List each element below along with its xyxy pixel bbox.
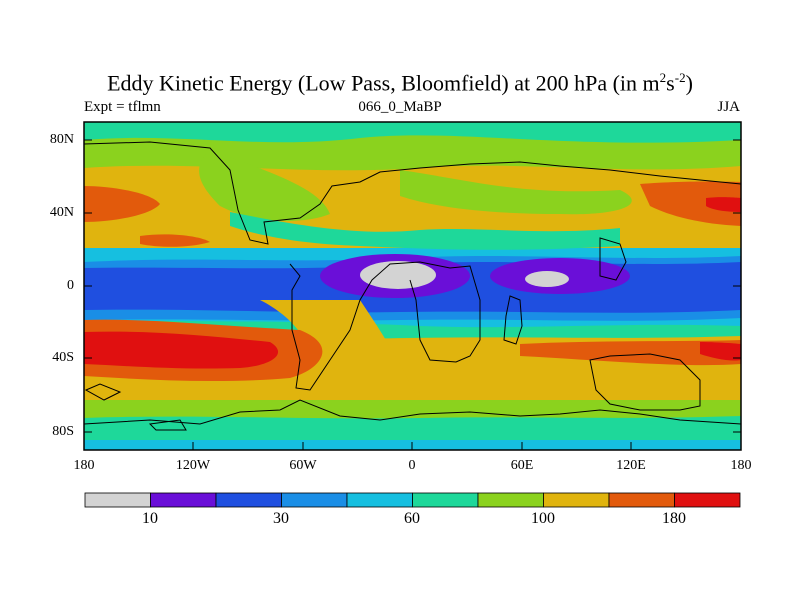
colorbar-swatch	[674, 492, 741, 508]
experiment-label: Expt = tflmn	[84, 99, 161, 115]
coastlines	[84, 141, 741, 431]
contour-field	[84, 122, 741, 450]
season-label: JJA	[717, 99, 740, 115]
case-label: 066_0_MaBP	[358, 99, 442, 115]
colorbar-swatch	[215, 492, 282, 508]
x-label-120e: 120E	[616, 458, 646, 473]
colorbar-swatch	[84, 492, 151, 508]
colorbar-swatch	[150, 492, 217, 508]
y-label-40n: 40N	[49, 205, 74, 220]
colorbar-label-30: 30	[273, 510, 289, 527]
x-label-120w: 120W	[175, 458, 211, 473]
plot-title: Eddy Kinetic Energy (Low Pass, Bloomfiel…	[107, 70, 693, 96]
y-label-80s: 80S	[52, 424, 74, 439]
colorbar-label-10: 10	[142, 510, 158, 527]
colorbar-swatch	[412, 492, 479, 508]
colorbar-label-60: 60	[404, 510, 420, 527]
colorbar-swatch	[543, 492, 610, 508]
colorbar-swatch	[608, 492, 675, 508]
y-label-80n: 80N	[49, 132, 74, 147]
colorbar-swatch	[281, 492, 348, 508]
y-label-40s: 40S	[52, 350, 74, 365]
y-axis-ticks	[84, 139, 741, 433]
colorbar-label-180: 180	[662, 510, 686, 527]
x-label-60e: 60E	[510, 458, 534, 473]
x-label-0: 0	[408, 458, 416, 473]
x-label-180e: 180	[730, 458, 752, 473]
colorbar-swatch	[477, 492, 544, 508]
colorbar-swatch	[346, 492, 413, 508]
x-label-60w: 60W	[289, 458, 317, 473]
colorbar-label-100: 100	[531, 510, 555, 527]
x-label-180w: 180	[73, 458, 95, 473]
colorbar	[84, 492, 741, 508]
y-label-0: 0	[67, 278, 74, 293]
x-axis-ticks	[83, 442, 742, 450]
